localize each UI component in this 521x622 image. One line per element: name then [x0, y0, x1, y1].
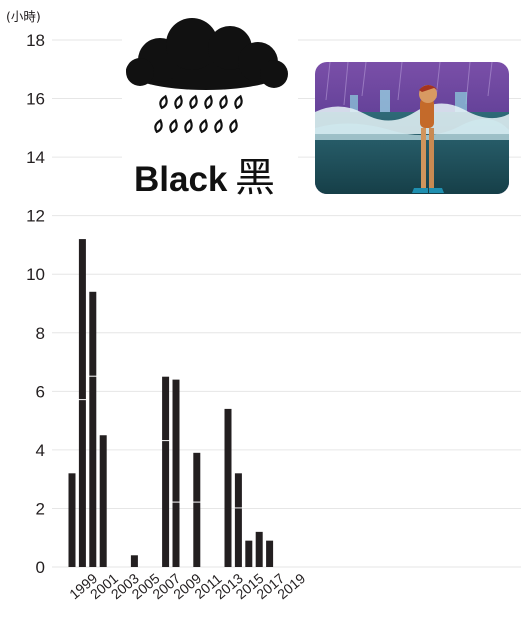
- raindrop-icon: [189, 94, 198, 110]
- bar-segment: [162, 441, 170, 567]
- raindrop-icon: [184, 118, 193, 134]
- bar-segment: [193, 452, 201, 502]
- y-tick-label: 4: [36, 441, 45, 460]
- bar-segment: [172, 379, 180, 502]
- black-rain-warning-sign: Black 黑: [122, 18, 298, 201]
- bar-segment: [130, 555, 138, 567]
- raindrop-icon: [159, 94, 168, 110]
- y-tick-label: 8: [36, 324, 45, 343]
- raindrop-icon: [199, 118, 208, 134]
- bar: [172, 379, 180, 567]
- raindrop-icon: [229, 118, 238, 134]
- bar-segment: [255, 531, 263, 567]
- bar-segment: [234, 473, 242, 508]
- bar: [266, 540, 274, 567]
- x-axis-ticks: 1999200120032005200720092011201320152017…: [66, 570, 308, 602]
- bar-segment: [162, 376, 170, 441]
- raindrop-icon: [169, 118, 178, 134]
- raindrop-icon: [234, 94, 243, 110]
- y-tick-label: 18: [26, 31, 45, 50]
- bar-segment: [78, 239, 86, 400]
- bar: [68, 473, 76, 567]
- y-unit-label: (小時): [6, 9, 41, 24]
- raindrop-icon: [154, 118, 163, 134]
- y-tick-label: 12: [26, 207, 45, 226]
- y-tick-label: 0: [36, 558, 45, 577]
- bar: [89, 291, 97, 567]
- y-tick-label: 14: [26, 148, 45, 167]
- sign-label-zh: 黑: [235, 155, 275, 201]
- bar-segment: [89, 291, 97, 376]
- bar-segment: [172, 502, 180, 567]
- bar-segment: [193, 502, 201, 567]
- sign-label-en: Black: [134, 160, 228, 199]
- bar-segment: [68, 473, 76, 567]
- bar-segment: [245, 540, 253, 567]
- raindrop-icon: [219, 94, 228, 110]
- storm-cloud-rain-icon: [126, 18, 288, 134]
- y-tick-label: 6: [36, 382, 45, 401]
- bar: [255, 531, 263, 567]
- raindrop-icon: [204, 94, 213, 110]
- raindrop-icon: [174, 94, 183, 110]
- y-axis-ticks: 0 2 4 6 8 10 12 14 16 18: [26, 31, 45, 577]
- y-tick-label: 16: [26, 90, 45, 109]
- bar: [245, 540, 253, 567]
- bar: [162, 376, 170, 567]
- bar: [99, 435, 107, 567]
- y-tick-label: 2: [36, 499, 45, 518]
- bar: [130, 555, 138, 567]
- bar: [234, 473, 242, 567]
- bar-segment: [224, 408, 232, 567]
- bar-segment: [234, 508, 242, 567]
- y-tick-label: 10: [26, 265, 45, 284]
- bar: [193, 452, 201, 567]
- bar-segment: [99, 435, 107, 567]
- bar-segment: [266, 540, 274, 567]
- raindrop-icon: [214, 118, 223, 134]
- bar-segment: [78, 400, 86, 567]
- bar: [224, 408, 232, 567]
- bars: [68, 239, 274, 567]
- person-wading-flood-icon: [315, 62, 509, 194]
- bar: [78, 239, 86, 567]
- bar-segment: [89, 376, 97, 567]
